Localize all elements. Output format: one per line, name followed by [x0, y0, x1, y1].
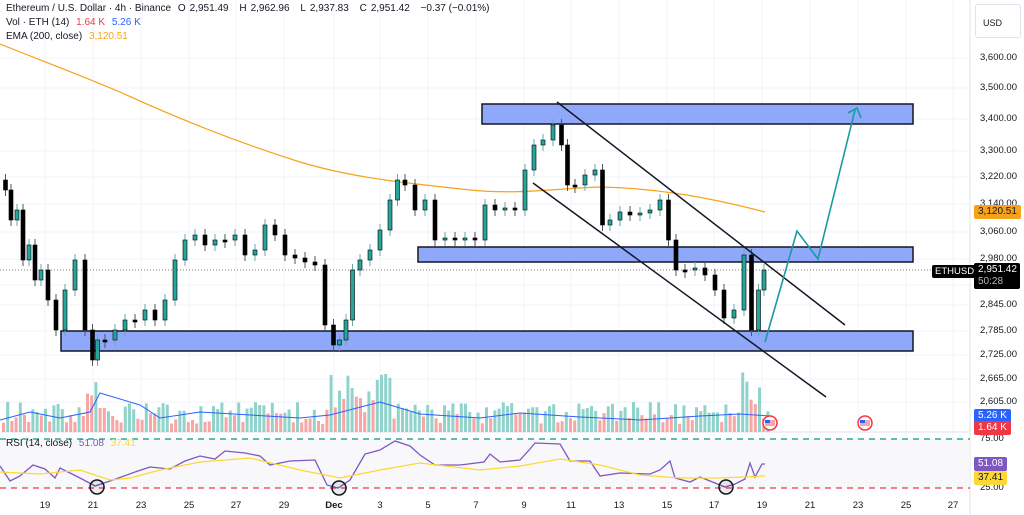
ema-value: 3,120.51 — [88, 31, 128, 42]
date-tick: 3 — [377, 500, 383, 511]
date-tick: 19 — [756, 500, 768, 511]
rsi-tick: 25.00 — [980, 482, 1004, 493]
price-tick: 3,600.00 — [980, 52, 1017, 63]
date-tick: 27 — [947, 500, 959, 511]
price-tick: 2,605.00 — [980, 396, 1017, 407]
price-tick: 3,300.00 — [980, 145, 1017, 156]
price-tick: 3,220.00 — [980, 171, 1017, 182]
ema-label: EMA (200, close) — [6, 31, 83, 42]
date-tick: Dec — [325, 500, 343, 511]
date-tick: 23 — [852, 500, 864, 511]
price-tick: 2,725.00 — [980, 349, 1017, 360]
date-tick: 25 — [183, 500, 195, 511]
price-tick: 2,785.00 — [980, 325, 1017, 336]
rsi-ma-tag: 37.41 — [974, 471, 1008, 485]
date-tick: 21 — [87, 500, 99, 511]
price-tick: 3,500.00 — [980, 82, 1017, 93]
rsi-tick: 75.00 — [980, 433, 1004, 444]
economic-events — [762, 415, 873, 431]
date-tick: 11 — [566, 500, 576, 511]
price-tick: 2,845.00 — [980, 299, 1017, 310]
price-tick: 2,665.00 — [980, 373, 1017, 384]
trend-channel — [532, 101, 846, 398]
ohlc-open: O 2,951.49 — [177, 3, 229, 14]
volume-value: 1.64 K — [76, 17, 106, 28]
candlesticks — [3, 119, 767, 366]
rsi-label: RSI (14, close) — [6, 438, 73, 449]
rsi-ma-value: 37.41 — [110, 438, 136, 449]
symbol-title: Ethereum / U.S. Dollar · 4h · Binance — [6, 3, 172, 14]
bar-countdown: 50:28 — [978, 276, 1004, 287]
ohlc-low: L 2,937.83 — [300, 3, 349, 14]
volume-ma-value: 5.26 K — [111, 17, 141, 28]
date-tick: 23 — [135, 500, 147, 511]
price-tick: 2,980.00 — [980, 253, 1017, 264]
volume-ma-tag: 5.26 K — [974, 409, 1011, 423]
volume-legend: Vol · ETH (14) 1.64 K 5.26 K — [6, 17, 145, 29]
date-tick: 5 — [425, 500, 431, 511]
price-tick: 3,400.00 — [980, 113, 1017, 124]
last-price-value: 2,951.42 — [978, 264, 1017, 275]
date-tick: 17 — [708, 500, 720, 511]
volume-label: Vol · ETH (14) — [6, 17, 70, 28]
supply-demand-zones — [60, 103, 914, 352]
rsi-legend: RSI (14, close) 51.08 37.41 — [6, 438, 140, 450]
date-tick: 27 — [230, 500, 242, 511]
ohlc-close: C 2,951.42 — [359, 3, 410, 14]
rsi-pane — [0, 438, 970, 496]
date-tick: 21 — [804, 500, 816, 511]
date-tick: 7 — [473, 500, 479, 511]
ema-legend: EMA (200, close) 3,120.51 — [6, 31, 132, 43]
price-tick: 3,140.00 — [980, 198, 1017, 209]
date-tick: 13 — [613, 500, 625, 511]
ema-line — [0, 43, 766, 213]
ohlc-high: H 2,962.96 — [239, 3, 290, 14]
rsi-tag: 51.08 — [974, 457, 1008, 471]
date-tick: 25 — [900, 500, 912, 511]
ema-price-tag: 3,120.51 — [974, 205, 1021, 219]
date-tick: 9 — [521, 500, 527, 511]
date-tick: 15 — [661, 500, 673, 511]
price-change: −0.37 (−0.01%) — [420, 3, 490, 14]
volume-tag: 1.64 K — [974, 421, 1011, 435]
price-tick: 3,060.00 — [980, 226, 1017, 237]
rsi-value: 51.08 — [78, 438, 104, 449]
date-tick: 29 — [278, 500, 290, 511]
projection-arrow — [764, 106, 862, 343]
last-price-tag: 2,951.42 50:28 — [974, 263, 1020, 289]
currency-selector[interactable]: USD — [975, 4, 1021, 38]
ticker-tag: ETHUSD — [932, 265, 978, 278]
date-tick: 19 — [39, 500, 51, 511]
volume-bars — [0, 372, 771, 432]
